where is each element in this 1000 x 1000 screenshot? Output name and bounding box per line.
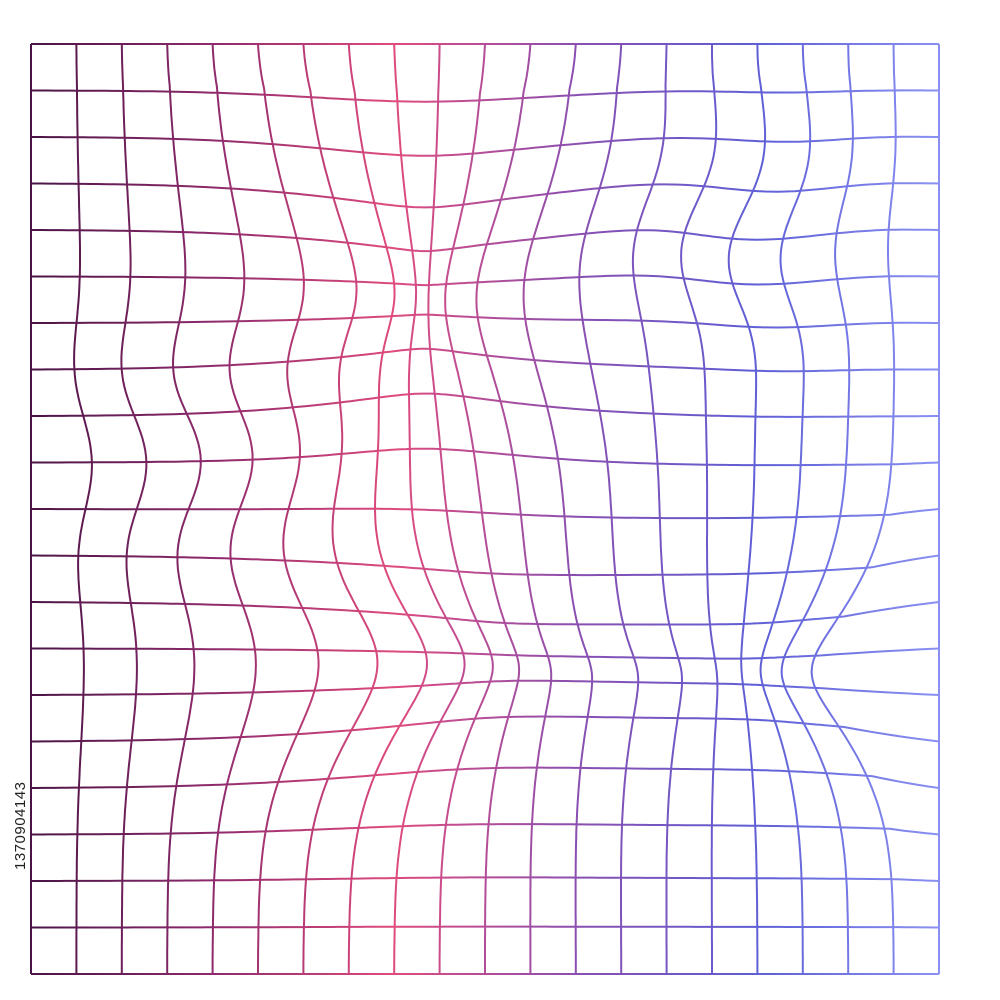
grid-vertical-line	[427, 43, 494, 974]
grid-vertical-line	[780, 43, 854, 974]
grid-horizontal-line	[31, 925, 939, 929]
grid-vertical-line	[759, 43, 812, 974]
grid-horizontal-line	[31, 447, 940, 467]
grid-vertical-line	[578, 43, 640, 974]
grid-horizontal-line	[31, 274, 940, 287]
grid-horizontal-line	[31, 347, 939, 373]
grid-vertical-line	[727, 43, 767, 974]
grid-vertical-line	[680, 44, 719, 974]
grid-horizontal-line	[31, 554, 940, 577]
grid-horizontal-line	[31, 392, 939, 418]
grid-vertical-line	[444, 43, 521, 974]
grid-horizontal-line	[31, 715, 940, 743]
grid-horizontal-line	[31, 679, 940, 696]
stock-id-watermark: 1370904143	[12, 781, 29, 870]
grid-horizontal-line	[31, 647, 940, 660]
grid-horizontal-line	[31, 876, 940, 882]
grid-horizontal-line	[31, 89, 939, 103]
grid-horizontal-line	[31, 823, 940, 836]
grid-horizontal-line	[31, 313, 939, 329]
grid-horizontal-line	[31, 601, 940, 626]
grid-horizontal-line	[31, 507, 940, 520]
grid-horizontal-line	[31, 228, 940, 253]
grid-horizontal-line	[31, 182, 940, 209]
grid-horizontal-line	[31, 766, 940, 789]
grid-horizontal-line	[31, 135, 939, 157]
grid-vertical-line	[522, 43, 594, 974]
